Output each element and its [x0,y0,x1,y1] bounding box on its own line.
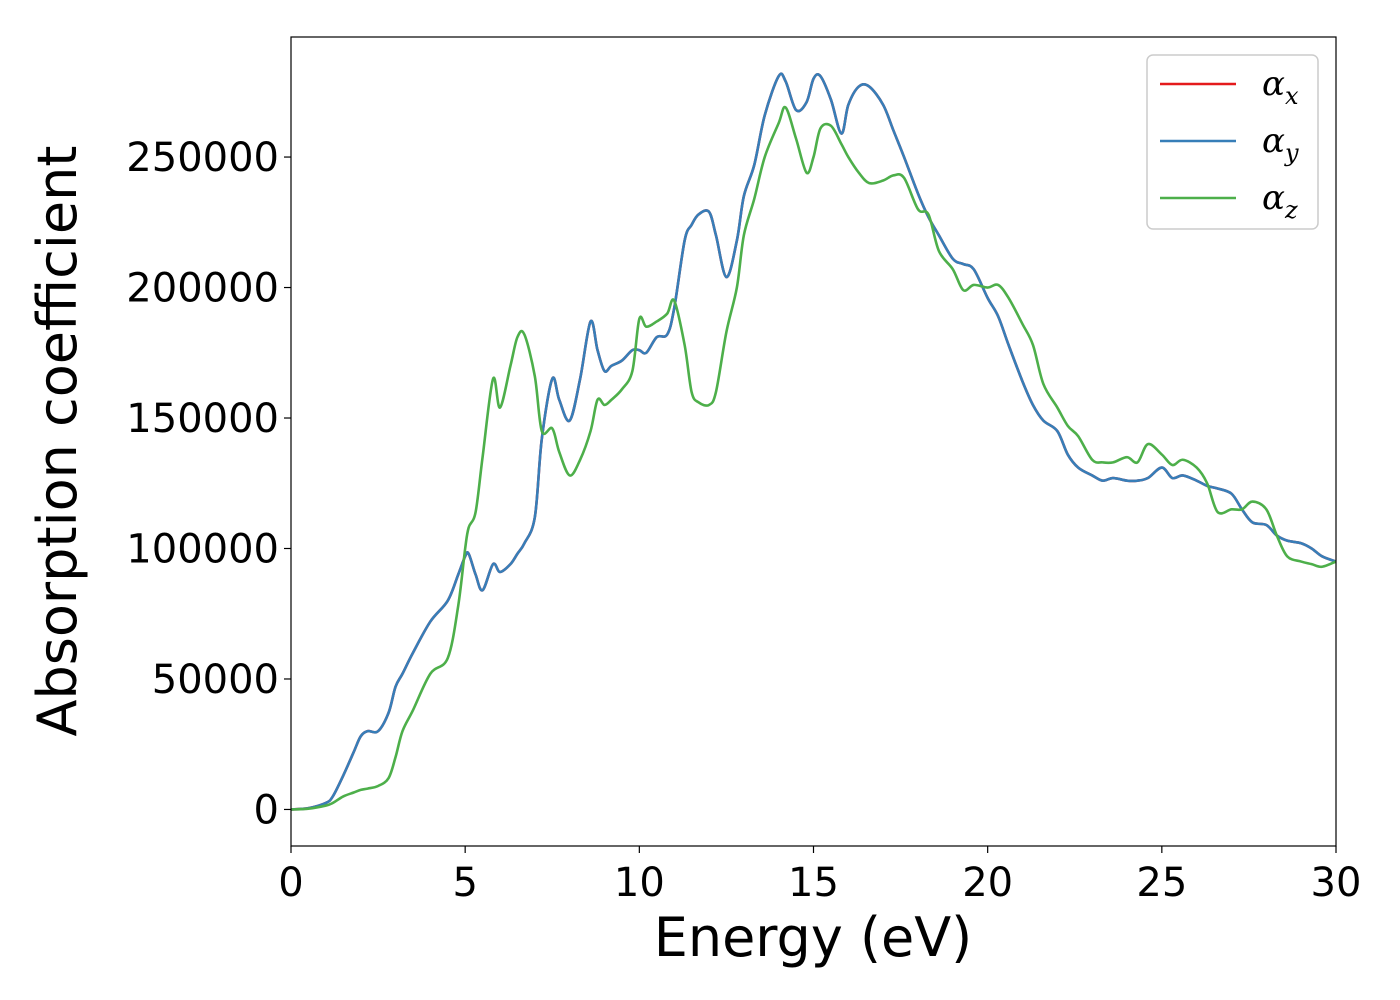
legend-items: αx αy αz [1160,64,1299,224]
x-tick-label: 25 [1136,860,1187,906]
x-tick-label: 10 [614,860,665,906]
y-tick-label: 100000 [126,526,279,572]
x-axis-title: Energy (eV) [654,906,973,969]
x-tick-label: 20 [962,860,1013,906]
x-tick-label: 0 [278,860,303,906]
series-line-y [291,72,1336,811]
x-tick-label: 30 [1311,860,1362,906]
series-layer [291,72,1336,811]
y-tick-label: 250000 [126,135,279,181]
y-tick-label: 150000 [126,396,279,442]
legend-label-y: αy [1262,121,1299,167]
x-tick-label: 5 [452,860,477,906]
x-tick-label: 15 [788,860,839,906]
y-tick-label: 50000 [152,657,279,703]
y-axis-title: Absorption coefficient [26,146,89,737]
legend-label-z: αz [1262,178,1298,224]
y-tick-label: 200000 [126,266,279,312]
x-axis-ticks: 0 5 10 15 20 25 30 [278,846,1361,906]
y-tick-label: 0 [254,787,279,833]
series-line-z [291,105,1336,811]
legend: αx αy αz [1146,54,1319,230]
legend-label-x: αx [1262,64,1299,110]
y-axis-ticks: 0 50000 100000 150000 200000 250000 [126,135,291,833]
